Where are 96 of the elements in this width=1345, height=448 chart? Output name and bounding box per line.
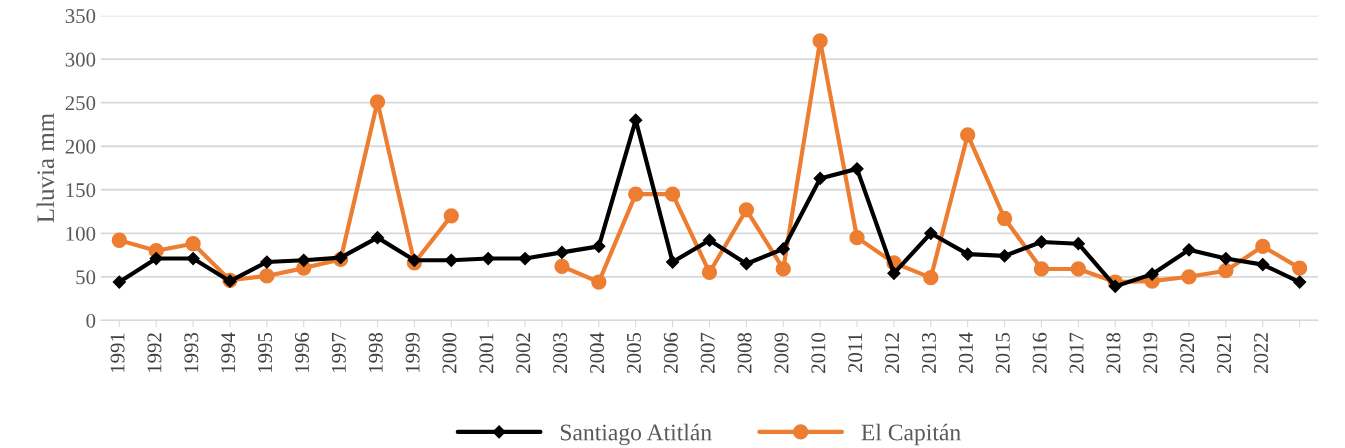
x-tick-label: 2013: [921, 332, 937, 373]
legend-label: Santiago Atitlán: [560, 423, 712, 446]
point: [1108, 279, 1122, 293]
point: [850, 162, 864, 176]
point: [923, 270, 939, 286]
point: [812, 33, 828, 49]
point: [776, 242, 790, 256]
y-tick-label: 150: [66, 183, 96, 198]
x-tick-label: 2004: [589, 332, 605, 373]
legend-label: El Capitán: [861, 423, 961, 446]
point: [444, 253, 458, 267]
point: [738, 202, 755, 218]
point: [1033, 261, 1050, 277]
point: [1219, 251, 1233, 266]
point: [370, 231, 385, 245]
x-tick-label: 2007: [700, 332, 715, 373]
point: [997, 249, 1012, 263]
x-tick-label: 2003: [553, 332, 568, 373]
point: [664, 186, 681, 202]
point: [666, 255, 680, 269]
x-tick-label: 2005: [626, 332, 641, 373]
x-tick-label: 2020: [1180, 332, 1195, 373]
point: [813, 171, 827, 186]
point: [1218, 263, 1234, 279]
point: [149, 251, 163, 266]
point: [996, 210, 1013, 227]
point: [739, 257, 753, 271]
x-tick-label: 1997: [331, 332, 346, 372]
x-tick-label: 1996: [294, 332, 309, 372]
point: [775, 261, 791, 277]
y-tick-label: 0: [86, 313, 96, 328]
point: [1293, 275, 1307, 289]
x-tick-label: 2022: [1253, 333, 1268, 373]
point: [592, 239, 606, 253]
point: [443, 208, 459, 224]
point: [591, 274, 607, 290]
point: [1255, 238, 1271, 254]
x-tick-label: 1991: [110, 333, 125, 372]
point: [628, 186, 644, 202]
x-tick-label: 2021: [1217, 333, 1232, 373]
point: [112, 275, 126, 289]
point: [887, 266, 901, 280]
point: [701, 264, 718, 281]
point: [260, 255, 274, 269]
x-tick-label: 2010: [811, 332, 826, 373]
point: [186, 251, 200, 266]
x-tick-label: 2011: [848, 333, 863, 373]
x-tick-label: 2002: [516, 333, 531, 373]
x-tick-label: 1993: [184, 332, 199, 372]
point: [849, 229, 865, 246]
y-axis-title: Lluvia mm: [36, 113, 55, 223]
x-tick-label: 2006: [663, 332, 678, 373]
point: [185, 236, 201, 252]
x-tick-label: 1999: [405, 332, 420, 372]
x-tick-label: 1992: [147, 333, 162, 372]
x-tick-label: 2000: [442, 332, 457, 373]
x-tick-label: 2015: [995, 332, 1010, 373]
point: [1181, 269, 1197, 285]
x-tick-label: 2012: [885, 333, 900, 373]
y-tick-label: 100: [66, 226, 96, 241]
point: [702, 233, 717, 247]
y-tick-label: 300: [65, 52, 96, 67]
x-tick-label: 1995: [258, 332, 273, 372]
point: [407, 253, 421, 267]
x-tick-label: 1998: [368, 332, 383, 372]
x-tick-label: 2009: [774, 332, 789, 373]
y-tick-label: 250: [65, 96, 96, 111]
point: [111, 232, 127, 248]
x-tick-label: 2019: [1143, 332, 1158, 373]
point: [961, 247, 975, 261]
y-tick-label: 50: [76, 270, 96, 285]
point: [1070, 261, 1086, 277]
point: [555, 245, 569, 260]
point: [1182, 243, 1196, 257]
point: [1256, 258, 1270, 272]
point: [259, 268, 275, 284]
point: [1034, 235, 1049, 249]
x-tick-label: 2016: [1032, 332, 1047, 373]
point: [297, 253, 311, 267]
point: [481, 251, 495, 266]
point: [369, 94, 386, 110]
point: [518, 251, 532, 266]
x-tick-label: 2001: [479, 333, 494, 373]
x-tick-label: 2008: [737, 332, 752, 373]
point: [1145, 267, 1159, 281]
x-tick-label: 2014: [958, 332, 973, 373]
point: [554, 258, 570, 274]
y-tick-label: 200: [65, 139, 96, 154]
point: [960, 127, 976, 143]
point: [1071, 237, 1085, 251]
point: [1292, 260, 1308, 276]
x-tick-label: 2018: [1106, 332, 1121, 373]
y-tick-label: 350: [65, 9, 96, 24]
point: [924, 226, 938, 240]
x-tick-label: 1994: [221, 332, 236, 372]
x-tick-label: 2017: [1069, 332, 1084, 373]
